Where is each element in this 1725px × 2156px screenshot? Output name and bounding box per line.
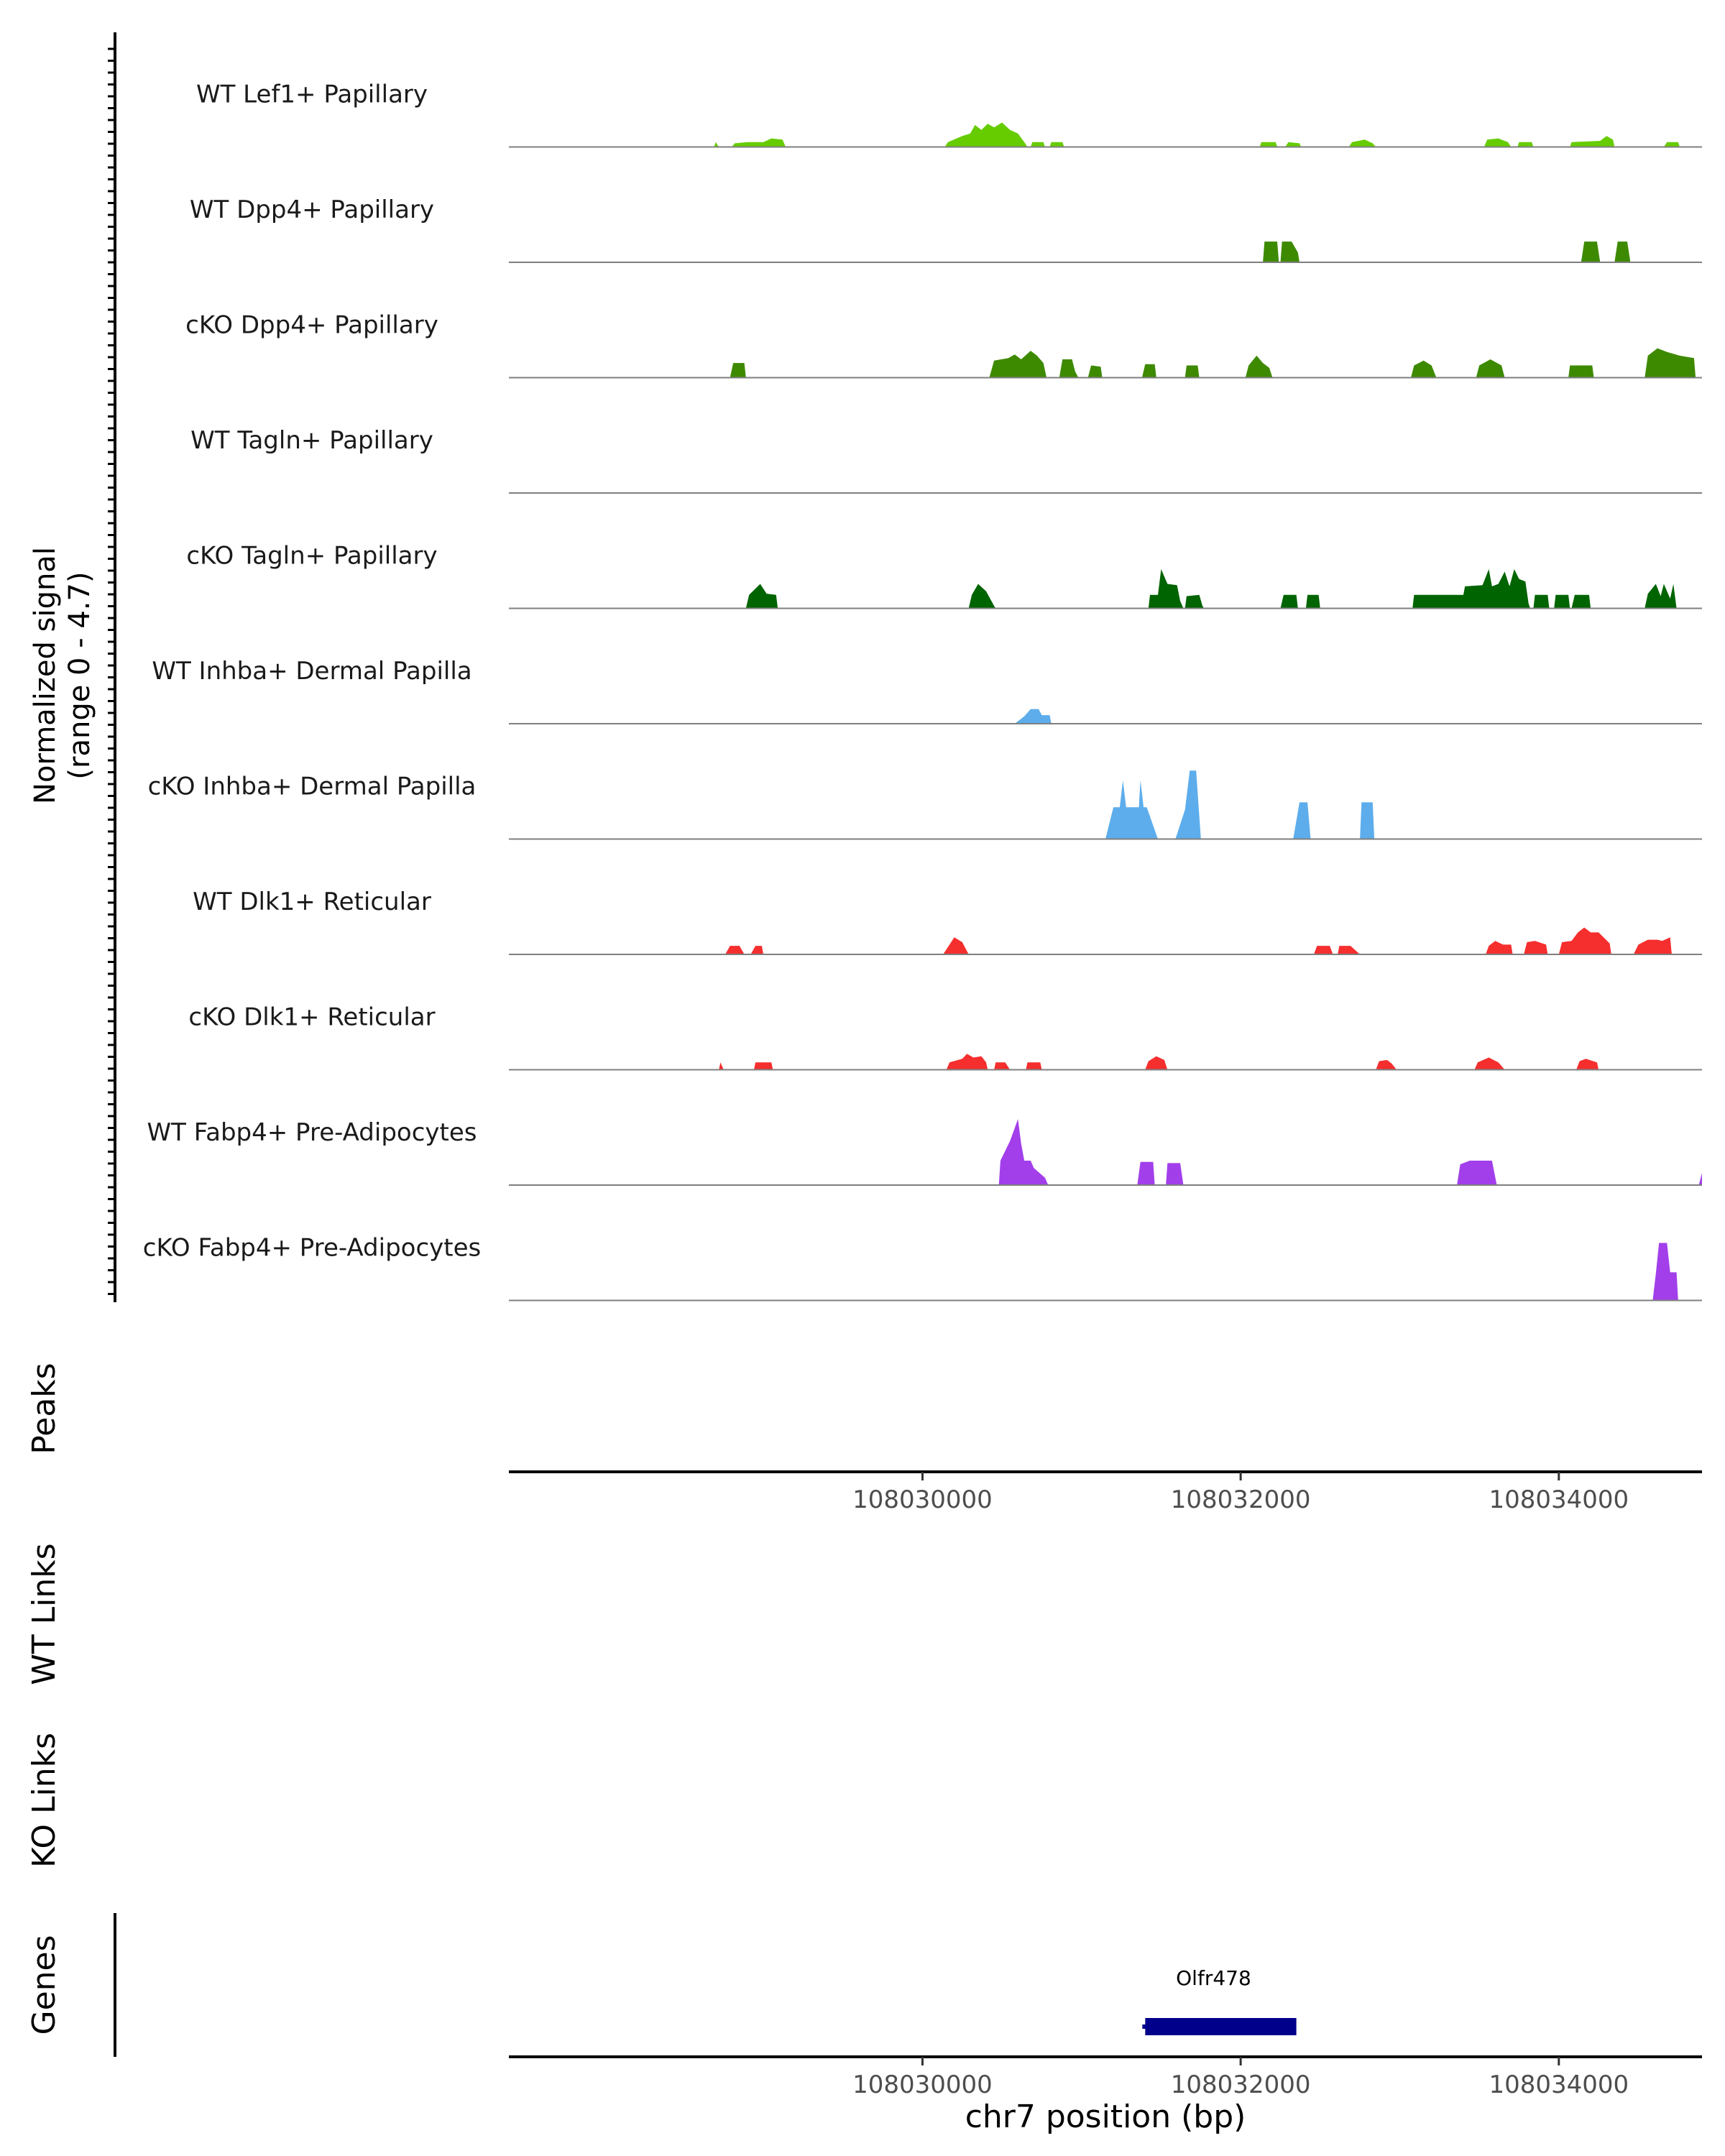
track-signal-area	[719, 1054, 1599, 1070]
track-label: cKO Fabp4+ Pre-Adipocytes	[143, 1234, 482, 1263]
gene-annotations: Olfr478	[1142, 1966, 1297, 2035]
peaks-panel-label: Peaks	[26, 1363, 63, 1454]
track-signal-area	[1263, 241, 1631, 262]
y-axis-title-range: (range 0 - 4.7)	[63, 571, 96, 779]
coverage-y-ticks	[108, 47, 115, 1295]
track-label: WT Lef1+ Papillary	[196, 80, 428, 109]
track: WT Fabp4+ Pre-Adipocytes	[147, 1118, 1702, 1186]
x-tick-label: 108032000	[1171, 2070, 1311, 2099]
y-axis-title: Normalized signal	[29, 547, 62, 804]
peaks-x-ticks: 108030000 108032000 108034000	[852, 1472, 1629, 1514]
x-tick-label: 108030000	[852, 1485, 993, 1514]
track-signal-area	[1014, 709, 1052, 724]
x-tick-label: 108030000	[852, 2070, 993, 2099]
ko-links-panel-label: KO Links	[26, 1733, 63, 1868]
track: WT Inhba+ Dermal Papilla	[152, 657, 1702, 724]
track: cKO Tagln+ Papillary	[186, 542, 1702, 609]
gene-label: Olfr478	[1176, 1966, 1251, 1990]
track-signal-area	[725, 927, 1672, 954]
track: cKO Fabp4+ Pre-Adipocytes	[143, 1234, 1702, 1302]
gene-body	[1145, 2018, 1297, 2035]
track-signal-area	[745, 569, 1677, 609]
track: WT Dlk1+ Reticular	[193, 888, 1702, 955]
track-label: WT Fabp4+ Pre-Adipocytes	[147, 1118, 477, 1147]
track: WT Lef1+ Papillary	[196, 80, 1702, 148]
track: WT Tagln+ Papillary	[190, 426, 1702, 494]
track: WT Dpp4+ Papillary	[190, 195, 1702, 263]
track-label: WT Dpp4+ Papillary	[190, 195, 434, 224]
track-label: WT Inhba+ Dermal Papilla	[152, 657, 472, 686]
track: cKO Inhba+ Dermal Papilla	[148, 770, 1702, 840]
x-axis-title: chr7 position (bp)	[965, 2099, 1246, 2135]
track-label: cKO Dpp4+ Papillary	[185, 311, 438, 340]
track-label: cKO Dlk1+ Reticular	[188, 1003, 435, 1032]
x-tick-label: 108034000	[1489, 2070, 1629, 2099]
track-signal-area	[714, 122, 1680, 147]
track-label: cKO Tagln+ Papillary	[186, 542, 437, 571]
wt-links-panel-label: WT Links	[26, 1543, 63, 1685]
genes-x-ticks: 108030000 108032000 108034000	[852, 2057, 1629, 2099]
track-label: WT Dlk1+ Reticular	[193, 888, 431, 916]
track-signal-area	[1105, 770, 1375, 839]
track-label: cKO Inhba+ Dermal Papilla	[148, 773, 477, 801]
track: cKO Dpp4+ Papillary	[185, 311, 1702, 379]
genes-panel-label: Genes	[26, 1935, 63, 2035]
x-tick-label: 108034000	[1489, 1485, 1629, 1514]
track-label: WT Tagln+ Papillary	[190, 426, 433, 455]
coverage-tracks: WT Lef1+ Papillary WT Dpp4+ Papillary cKO …	[143, 80, 1702, 1302]
track: cKO Dlk1+ Reticular	[188, 1003, 1702, 1071]
track-signal-area	[998, 1119, 1702, 1185]
track-signal-area	[1652, 1243, 1678, 1301]
track-signal-area	[730, 348, 1696, 378]
x-tick-label: 108032000	[1171, 1485, 1311, 1514]
